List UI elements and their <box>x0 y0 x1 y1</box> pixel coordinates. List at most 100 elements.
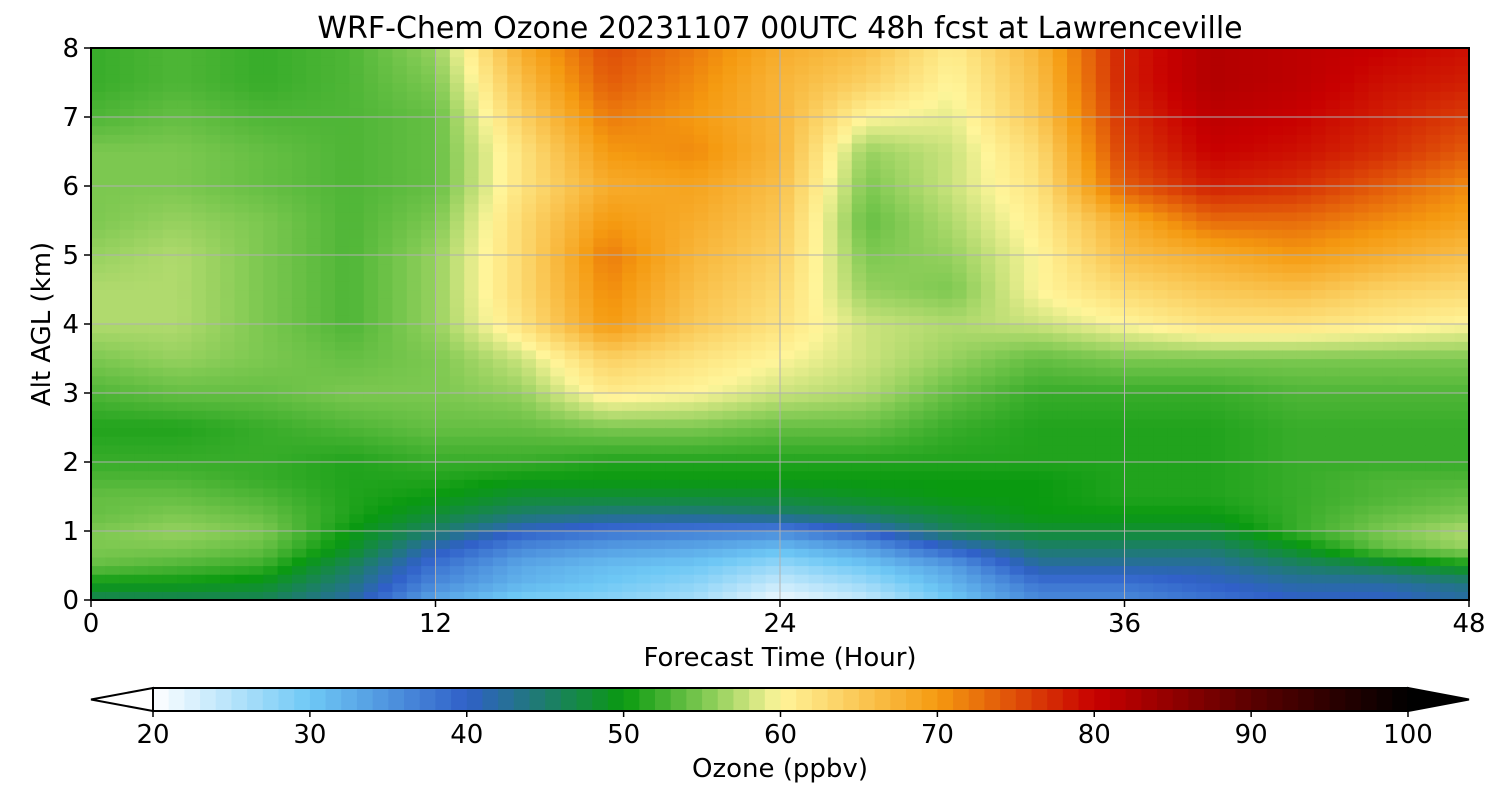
heatmap-cell <box>177 548 193 558</box>
heatmap-cell <box>1153 306 1169 316</box>
heatmap-cell <box>622 367 638 377</box>
heatmap-cell <box>751 358 767 368</box>
heatmap-cell <box>966 186 982 196</box>
heatmap-cell <box>751 565 767 575</box>
heatmap-cell <box>535 548 551 558</box>
heatmap-cell <box>823 142 839 153</box>
heatmap-cell <box>937 453 953 463</box>
heatmap-cell <box>91 479 106 489</box>
heatmap-cell <box>564 401 580 411</box>
heatmap-cell <box>665 237 681 247</box>
heatmap-cell <box>406 194 422 204</box>
heatmap-cell <box>880 332 896 342</box>
heatmap-cell <box>837 462 853 472</box>
heatmap-cell <box>622 108 638 118</box>
heatmap-cell <box>1067 272 1083 282</box>
heatmap-cell <box>91 375 106 385</box>
heatmap-cell <box>507 306 523 316</box>
heatmap-cell <box>478 410 494 420</box>
heatmap-cell <box>335 65 350 75</box>
heatmap-cell <box>923 48 939 58</box>
heatmap-cell <box>952 427 968 437</box>
heatmap-cell <box>263 306 279 316</box>
heatmap-cell <box>966 548 982 558</box>
heatmap-cell <box>119 470 135 480</box>
heatmap-cell <box>995 298 1011 308</box>
heatmap-cell <box>363 436 379 446</box>
heatmap-cell <box>1167 427 1183 437</box>
heatmap-cell <box>679 410 695 420</box>
heatmap-cell <box>277 160 293 170</box>
heatmap-cell <box>837 574 853 584</box>
heatmap-cell <box>622 194 638 204</box>
heatmap-cell <box>909 410 925 420</box>
heatmap-cell <box>1167 410 1183 420</box>
heatmap-cell <box>335 487 350 498</box>
heatmap-cell <box>205 453 221 463</box>
heatmap-cell <box>564 427 580 437</box>
heatmap-cell <box>679 255 695 265</box>
heatmap-cell <box>593 539 609 549</box>
heatmap-cell <box>435 289 451 299</box>
heatmap-cell <box>823 341 839 351</box>
heatmap-cell <box>478 306 494 316</box>
heatmap-cell <box>464 574 480 584</box>
heatmap-cell <box>191 211 207 222</box>
heatmap-cell <box>435 168 451 178</box>
heatmap-cell <box>650 384 666 394</box>
heatmap-cell <box>593 427 609 437</box>
heatmap-cell <box>894 142 910 153</box>
heatmap-cell <box>780 375 795 385</box>
heatmap-cell <box>162 203 178 213</box>
heatmap-cell <box>751 108 767 118</box>
heatmap-cell <box>1196 410 1212 420</box>
heatmap-cell <box>320 427 336 437</box>
heatmap-cell <box>909 531 925 541</box>
heatmap-cell <box>1153 513 1169 523</box>
heatmap-cell <box>564 220 580 230</box>
heatmap-cell <box>765 505 781 515</box>
heatmap-cell <box>564 341 580 351</box>
heatmap-cell <box>1024 324 1039 334</box>
heatmap-cell <box>1167 108 1183 118</box>
heatmap-cell <box>105 125 121 135</box>
heatmap-cell <box>148 341 164 351</box>
heatmap-cell <box>1110 56 1126 66</box>
heatmap-cell <box>464 505 480 515</box>
heatmap-cell <box>335 91 350 101</box>
heatmap-cell <box>564 56 580 66</box>
heatmap-cell <box>421 591 437 601</box>
heatmap-cell <box>952 341 968 351</box>
heatmap-cell <box>492 574 508 584</box>
heatmap-cell <box>521 168 537 178</box>
heatmap-cell <box>263 272 279 282</box>
heatmap-cell <box>564 280 580 291</box>
heatmap-cell <box>894 418 910 429</box>
heatmap-cell <box>880 418 896 429</box>
heatmap-cell <box>349 56 365 66</box>
heatmap-cell <box>866 531 882 541</box>
heatmap-cell <box>966 539 982 549</box>
heatmap-cell <box>1196 229 1212 239</box>
heatmap-cell <box>780 255 795 265</box>
heatmap-cell <box>708 401 724 411</box>
heatmap-cell <box>320 263 336 273</box>
heatmap-cell <box>105 522 121 532</box>
heatmap-cell <box>1167 367 1183 377</box>
heatmap-cell <box>622 117 638 127</box>
heatmap-cell <box>177 591 193 601</box>
heatmap-cell <box>177 306 193 316</box>
heatmap-cell <box>148 289 164 299</box>
heatmap-cell <box>923 574 939 584</box>
heatmap-cell <box>808 298 824 308</box>
heatmap-cell <box>1052 349 1068 360</box>
heatmap-cell <box>665 548 681 558</box>
heatmap-cell <box>105 177 121 187</box>
heatmap-cell <box>966 73 982 84</box>
heatmap-cell <box>550 565 566 575</box>
heatmap-cell <box>363 522 379 532</box>
heatmap-cell <box>134 246 150 256</box>
heatmap-cell <box>837 125 853 135</box>
heatmap-cell <box>91 367 106 377</box>
heatmap-cell <box>937 556 953 567</box>
